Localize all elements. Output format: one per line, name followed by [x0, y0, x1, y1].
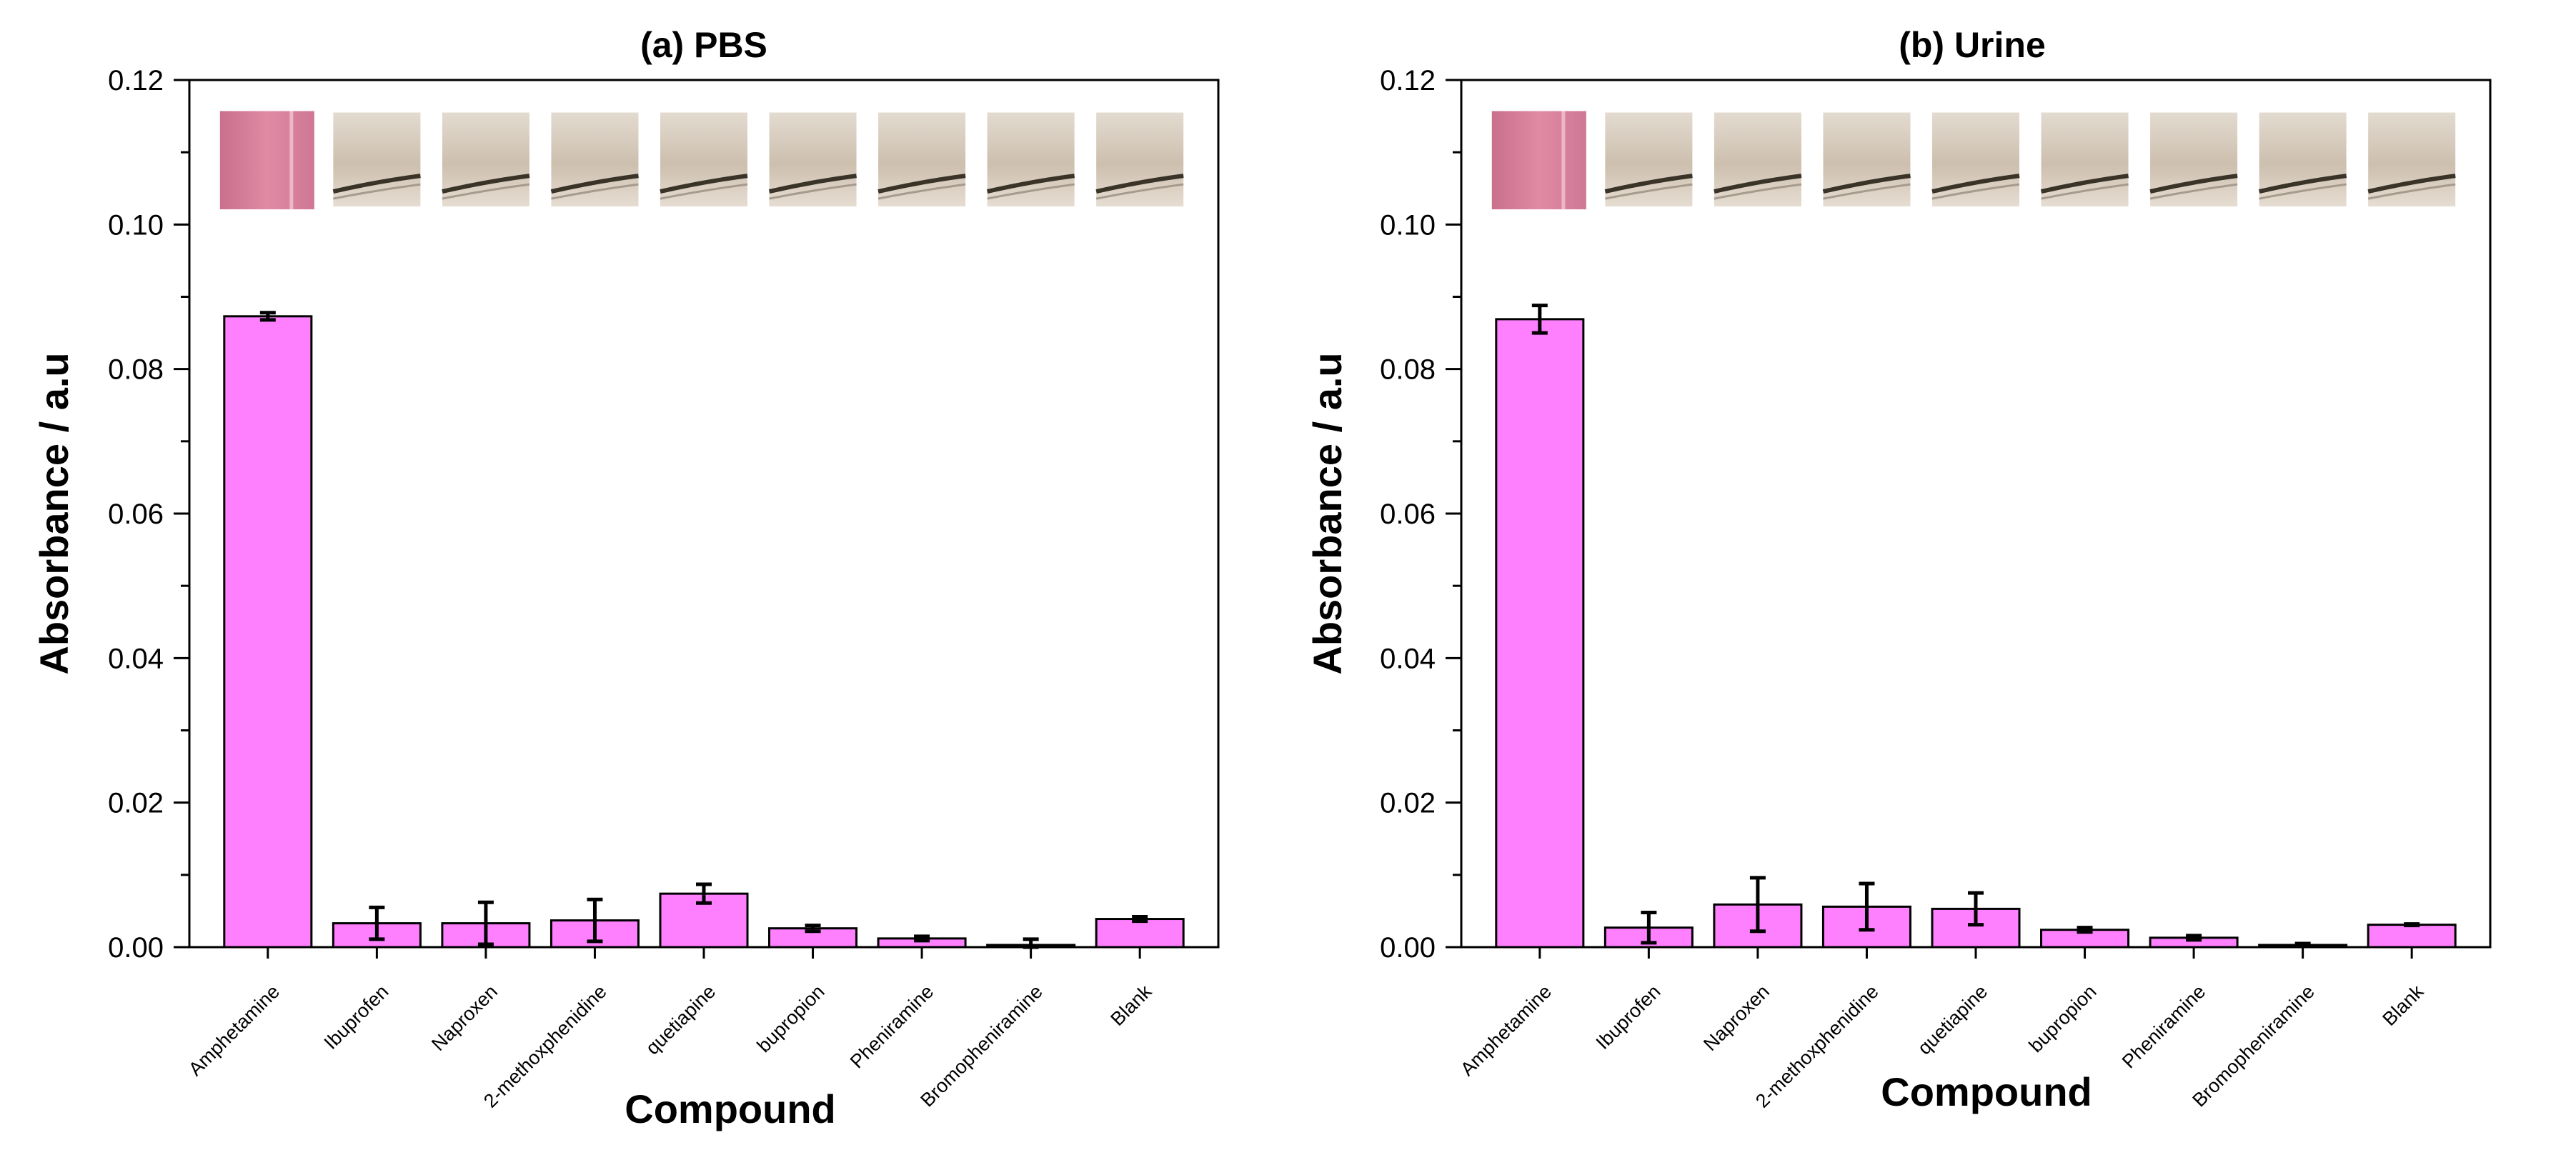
sample-swatch-ibuprofen [1604, 112, 1693, 207]
y-axis: 0.00 0.02 0.04 0.06 0.08 0.10 0.12 [108, 65, 189, 964]
x-tick-label: Naproxen [1699, 981, 1774, 1055]
y-tick-label: 0.12 [1380, 65, 1436, 96]
sample-swatch-blank [2367, 112, 2456, 207]
bar-amphetamine [223, 315, 313, 949]
sample-swatch-naproxen [442, 112, 530, 207]
y-tick-label: 0.06 [1380, 499, 1436, 530]
sample-swatch-quetiapine [1931, 112, 2020, 207]
y-tick-label: 0.10 [1380, 209, 1436, 241]
x-axis-label: Compound [1881, 1069, 2092, 1114]
bar-amphetamine [1495, 318, 1585, 949]
error-bar-ibuprofen [369, 905, 385, 941]
y-tick-label: 0.04 [1380, 643, 1436, 674]
y-tick-label: 0.04 [108, 643, 164, 674]
error-bar-bromopheniramine [2294, 941, 2311, 949]
chart-title: (a) PBS [640, 25, 767, 65]
sample-swatch-pheniramine [877, 112, 966, 207]
y-tick-label: 0.02 [1380, 788, 1436, 819]
x-axis-label: Compound [625, 1086, 835, 1131]
sample-swatch-blank [1095, 112, 1184, 207]
chart-panel-pbs: (a) PBS 0.00 0.02 0.04 0.06 0.08 0.10 0.12 Amp… [31, 25, 1220, 1131]
sample-swatch-amphetamine [219, 111, 314, 210]
error-bar-2-methoxphenidine [1859, 881, 1875, 932]
x-tick-label: Naproxen [427, 981, 502, 1055]
y-tick-label: 0.00 [108, 932, 164, 964]
sample-swatch-2-methoxphenidine [1822, 112, 1911, 207]
x-tick-label: Amphetamine [184, 981, 284, 1080]
chart-panel-urine: (b) Urine 0.00 0.02 0.04 0.06 0.08 0.10 0.12 A… [1305, 25, 2492, 1114]
y-axis-label: Absorbance / a.u [31, 352, 76, 674]
sample-swatch-pheniramine [2149, 112, 2238, 207]
plot-frame [1460, 79, 2492, 949]
y-tick-label: 0.08 [108, 354, 164, 386]
sample-swatch-ibuprofen [332, 112, 421, 207]
x-tick-label: quetiapine [1914, 981, 1991, 1059]
sample-swatch-amphetamine [1491, 111, 1586, 210]
error-bar-naproxen [1749, 876, 1766, 934]
y-tick-label: 0.02 [108, 788, 164, 819]
bar-series [1495, 318, 2457, 949]
sample-swatch-bupropion [768, 112, 857, 207]
sample-swatch-naproxen [1714, 112, 1802, 207]
y-tick-label: 0.08 [1380, 354, 1436, 386]
error-bar-bupropion [805, 924, 821, 934]
y-tick-label: 0.00 [1380, 932, 1436, 964]
bar-series [223, 315, 1185, 949]
y-tick-label: 0.06 [108, 499, 164, 530]
error-bar-blank [1132, 915, 1148, 924]
sample-swatch-2-methoxphenidine [550, 112, 639, 207]
x-tick-label: Ibuprofen [1592, 981, 1665, 1054]
error-bar-blank [2404, 922, 2420, 928]
plot-frame [188, 79, 1220, 949]
y-tick-label: 0.10 [108, 209, 164, 241]
x-tick-label: quetiapine [642, 981, 720, 1059]
x-tick-label: Bromopheniramine [916, 981, 1047, 1111]
error-bar-ibuprofen [1641, 910, 1657, 945]
error-bars [1531, 304, 2420, 949]
error-bar-amphetamine [259, 311, 276, 322]
x-tick-label: bupropion [753, 981, 829, 1056]
error-bar-quetiapine [696, 882, 712, 905]
x-tick-label: Bromopheniramine [2188, 981, 2319, 1111]
error-bar-amphetamine [1531, 304, 1548, 335]
x-tick-label: 2-methoxphenidine [1751, 981, 1883, 1112]
error-bar-pheniramine [914, 934, 930, 943]
error-bar-quetiapine [1968, 891, 1984, 927]
x-tick-label: Blank [2378, 981, 2427, 1030]
error-bar-pheniramine [2186, 934, 2202, 942]
x-tick-label: Blank [1106, 981, 1155, 1030]
sample-swatch-bromopheniramine [986, 112, 1075, 207]
x-tick-label: 2-methoxphenidine [479, 981, 611, 1112]
y-tick-label: 0.12 [108, 65, 164, 96]
swatch-strip [219, 111, 1184, 210]
sample-swatch-bupropion [2040, 112, 2129, 207]
error-bar-bupropion [2077, 926, 2093, 934]
error-bar-bromopheniramine [1023, 937, 1039, 949]
bar-blank [2367, 924, 2457, 949]
error-bar-2-methoxphenidine [587, 897, 603, 944]
y-axis-label: Absorbance / a.u [1305, 352, 1350, 674]
x-tick-label: Ibuprofen [320, 981, 393, 1054]
x-tick-label: Pheniramine [846, 981, 938, 1072]
chart-title: (b) Urine [1899, 25, 2046, 65]
x-tick-label: Pheniramine [2118, 981, 2209, 1072]
y-axis: 0.00 0.02 0.04 0.06 0.08 0.10 0.12 [1380, 65, 1461, 964]
sample-swatch-bromopheniramine [2258, 112, 2347, 207]
sample-swatch-quetiapine [660, 112, 748, 207]
error-bar-naproxen [477, 900, 494, 946]
x-tick-label: Amphetamine [1456, 981, 1556, 1080]
bar-quetiapine [659, 892, 749, 949]
bar-blank [1095, 918, 1185, 949]
x-tick-label: bupropion [2025, 981, 2101, 1056]
swatch-strip [1491, 111, 2456, 210]
error-bars [259, 311, 1148, 949]
